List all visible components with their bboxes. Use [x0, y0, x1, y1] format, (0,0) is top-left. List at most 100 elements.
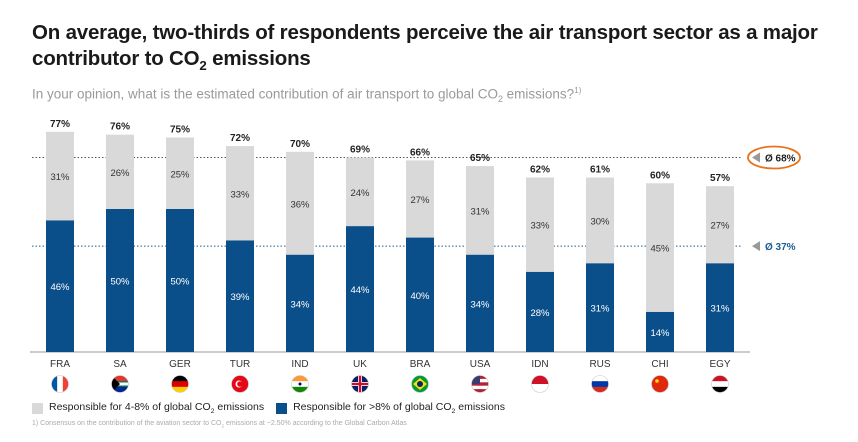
france-flag-icon — [51, 375, 69, 393]
data-label-light: 31% — [50, 172, 70, 183]
data-label-light: 24% — [350, 188, 370, 199]
legend-swatch-dark — [276, 402, 288, 414]
title-line2: contributor to CO — [32, 47, 200, 70]
bar-segment-light — [706, 186, 734, 264]
flag-border — [471, 375, 489, 393]
uk-flag-icon — [351, 375, 369, 393]
category-label: CHI — [651, 359, 668, 370]
subtitle-end: emissions? — [502, 86, 575, 102]
total-label: 62% — [530, 165, 550, 176]
egypt-flag-icon — [711, 375, 729, 393]
bar-segment-dark — [706, 263, 734, 352]
category-label: UK — [353, 359, 367, 370]
total-label: 75% — [170, 125, 190, 136]
flag-border — [351, 375, 369, 393]
bar-segment-dark — [466, 254, 494, 352]
usa-flag-icon — [471, 375, 489, 393]
category-label: EGY — [709, 359, 730, 370]
category-label: SA — [113, 359, 127, 370]
category-label: RUS — [589, 359, 610, 370]
total-label: 57% — [710, 173, 730, 184]
data-label-light: 31% — [470, 206, 490, 217]
category-label: IND — [291, 359, 308, 370]
average-label: Ø 37% — [765, 242, 796, 253]
legend-swatch-light — [32, 402, 43, 414]
total-label: 77% — [50, 119, 70, 130]
total-label: 66% — [410, 147, 430, 158]
data-label-dark: 40% — [410, 291, 430, 302]
data-label-light: 45% — [650, 244, 670, 255]
data-label-dark: 50% — [110, 277, 130, 288]
title-line1: On average, two-thirds of respondents pe… — [32, 21, 818, 44]
bar-segment-light — [286, 151, 314, 255]
brazil-flag-icon — [411, 375, 429, 393]
total-label: 65% — [470, 153, 490, 164]
flag-border — [531, 375, 549, 393]
bar-segment-light — [106, 134, 134, 209]
data-label-dark: 14% — [650, 328, 670, 339]
bar-segment-light — [166, 137, 194, 209]
flag-border — [711, 375, 729, 393]
data-label-light: 26% — [110, 168, 130, 179]
data-label-dark: 50% — [170, 277, 190, 288]
average-marker-icon — [752, 241, 760, 252]
bar-segment-dark — [226, 240, 254, 352]
total-label: 60% — [650, 170, 670, 181]
flag-border — [411, 375, 429, 393]
data-label-light: 33% — [230, 189, 250, 200]
average-marker-icon — [752, 152, 760, 163]
data-label-dark: 34% — [290, 299, 310, 310]
bar-segment-light — [46, 131, 74, 221]
subtitle-text: In your opinion, what is the estimated c… — [32, 86, 499, 102]
data-label-dark: 28% — [530, 308, 550, 319]
bar-segment-light — [646, 183, 674, 312]
data-label-light: 33% — [530, 221, 550, 232]
chart-title: On average, two-thirds of respondents pe… — [32, 20, 832, 79]
russia-flag-icon — [591, 375, 609, 393]
flag-border — [291, 375, 309, 393]
category-label: BRA — [410, 359, 431, 370]
bar-segment-light — [346, 157, 374, 227]
flag-border — [51, 375, 69, 393]
legend-label-dark: Responsible for >8% of global CO2 emissi… — [293, 401, 505, 416]
data-label-dark: 31% — [710, 304, 730, 315]
bar-segment-dark — [406, 237, 434, 352]
bar-segment-light — [226, 146, 254, 241]
total-label: 70% — [290, 139, 310, 150]
category-label: FRA — [50, 359, 70, 370]
title-sub: 2 — [199, 58, 207, 74]
data-label-dark: 34% — [470, 299, 490, 310]
bar-segment-light — [586, 177, 614, 264]
flag-border — [171, 375, 189, 393]
chart-subtitle: In your opinion, what is the estimated c… — [32, 86, 581, 104]
subtitle-sub: 2 — [498, 94, 503, 105]
data-label-dark: 44% — [350, 285, 370, 296]
turkey-flag-icon — [231, 375, 249, 393]
category-label: IDN — [531, 359, 548, 370]
bar-segment-light — [406, 160, 434, 238]
total-label: 72% — [230, 133, 250, 144]
data-label-light: 25% — [170, 169, 190, 180]
flag-border — [651, 375, 669, 393]
flag-border — [111, 375, 129, 393]
highlight-circle — [747, 145, 801, 170]
total-label: 76% — [110, 122, 130, 133]
data-label-dark: 39% — [230, 292, 250, 303]
bar-segment-dark — [526, 271, 554, 352]
flag-border — [591, 375, 609, 393]
bar-segment-light — [526, 177, 554, 272]
footnote: 1) Consensus on the contribution of the … — [32, 420, 407, 429]
total-label: 61% — [590, 165, 610, 176]
bar-segment-light — [466, 166, 494, 255]
data-label-dark: 46% — [50, 282, 70, 293]
total-label: 69% — [350, 145, 370, 156]
category-label: USA — [470, 359, 491, 370]
germany-flag-icon — [171, 375, 189, 393]
south-africa-flag-icon — [111, 375, 129, 393]
footnote-ref: 1) — [574, 86, 582, 95]
data-label-light: 27% — [410, 195, 430, 206]
legend: Responsible for 4-8% of global CO2 emiss… — [32, 401, 505, 415]
data-label-light: 27% — [710, 221, 730, 232]
